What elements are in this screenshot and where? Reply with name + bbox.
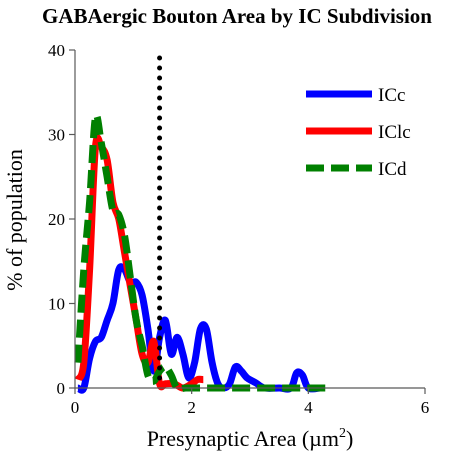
y-tick-label: 10	[48, 295, 65, 314]
x-axis-label-close: )	[346, 426, 353, 451]
axes-layer	[74, 50, 425, 389]
y-tick-label: 30	[48, 126, 65, 145]
series-line-icd	[74, 111, 326, 393]
x-axis-label-main: Presynaptic Area (µm	[147, 426, 339, 451]
x-axis-label: Presynaptic Area (µm2)	[147, 426, 354, 451]
x-tick-label: 4	[304, 398, 313, 417]
x-tick-label: 6	[421, 398, 430, 417]
series-layer	[74, 111, 326, 394]
legend: ICc IClc ICd	[306, 85, 411, 180]
y-tick-label: 0	[57, 379, 66, 398]
legend-label-icc: ICc	[378, 85, 405, 106]
ticks-layer: 0 10 20 30 40 0 2 4 6	[48, 41, 429, 417]
series-line-icc	[76, 263, 321, 394]
y-tick-label: 40	[48, 41, 65, 60]
y-axis-label: % of population	[2, 149, 27, 291]
chart-title: GABAergic Bouton Area by IC Subdivision	[42, 4, 432, 28]
x-axis-label-superscript: 2	[339, 426, 346, 441]
legend-label-iclc: IClc	[378, 122, 411, 143]
legend-label-icd: ICd	[378, 159, 407, 180]
x-tick-label: 2	[187, 398, 196, 417]
x-tick-label: 0	[71, 398, 80, 417]
y-tick-label: 20	[48, 210, 65, 229]
